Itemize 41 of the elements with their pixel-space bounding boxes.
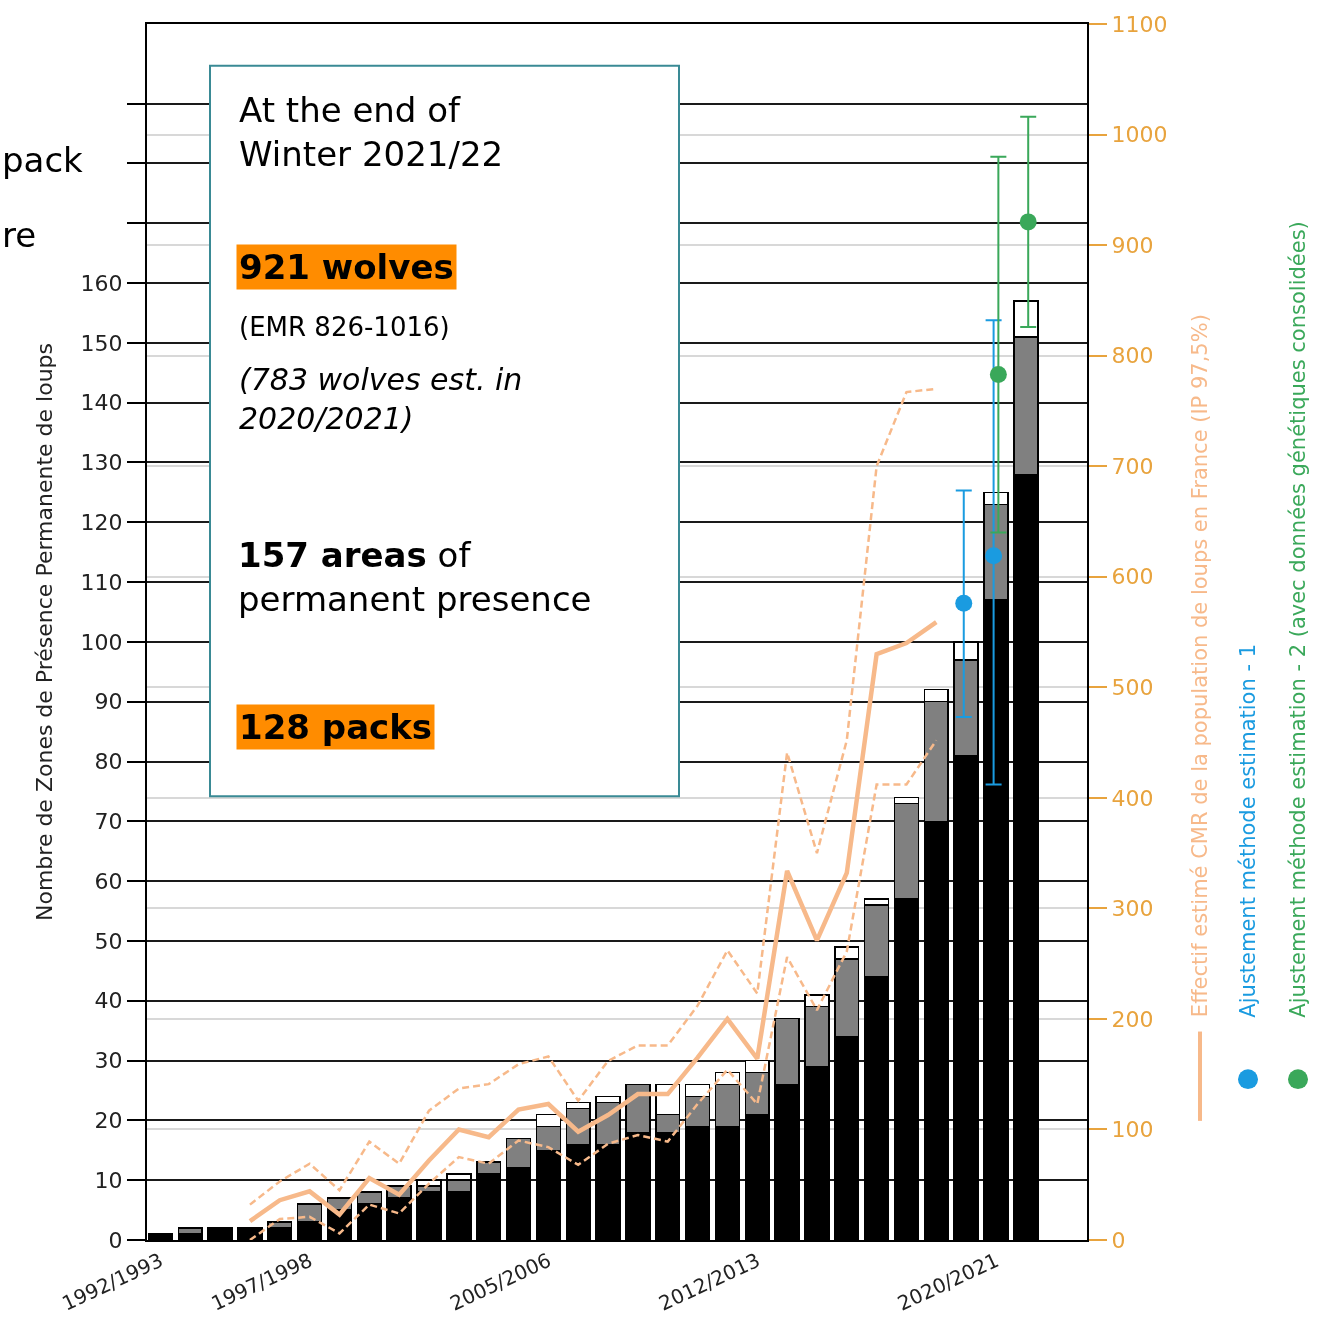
- y2-tick-label: 400: [1111, 785, 1154, 811]
- annotation: 128 packs: [239, 707, 433, 747]
- text: pack: [2, 140, 84, 180]
- annotation: (783 wolves est. in 2020/2021): [239, 362, 523, 436]
- y2-tick-label: 500: [1111, 674, 1154, 700]
- y-tick-label: 50: [94, 928, 123, 954]
- y2-tick-label: 1000: [1111, 122, 1168, 148]
- y-tick-label: 40: [94, 988, 123, 1014]
- y-tick-label: 60: [94, 868, 123, 894]
- y-tick-label: 150: [80, 330, 123, 356]
- y-tick-label: 0: [108, 1227, 123, 1253]
- y2-tick-label: 800: [1111, 343, 1154, 369]
- y2-tick-label: 300: [1111, 896, 1154, 922]
- text: Effectif estimé CMR de la population de loups en France (IP 97,5%): [1187, 314, 1212, 1018]
- y-tick-label: 110: [80, 569, 123, 595]
- y-tick-label: 160: [80, 270, 123, 296]
- annotation: 921 wolves: [239, 247, 454, 287]
- annotation: At the end of Winter 2021/22: [239, 90, 504, 175]
- y-axis-title: Nombre de Zones de Présence Permanente de loups: [31, 343, 57, 921]
- y-tick-label: 80: [94, 749, 123, 775]
- annotation: 157 areas: [238, 535, 427, 575]
- y-tick-label: 20: [94, 1108, 123, 1134]
- y-tick-label: 90: [94, 689, 123, 715]
- text: re: [2, 215, 37, 255]
- y-tick-label: 140: [80, 390, 123, 416]
- y2-tick-label: 200: [1111, 1006, 1154, 1032]
- y2-tick-label: 900: [1111, 232, 1154, 258]
- y-tick-label: 70: [94, 809, 123, 835]
- y2-tick-label: 700: [1111, 453, 1154, 479]
- y-tick-label: 120: [80, 509, 123, 535]
- y2-tick-label: 600: [1111, 564, 1154, 590]
- y2-tick-label: 0: [1111, 1227, 1126, 1253]
- y2-tick-label: 1100: [1111, 11, 1168, 37]
- annotation: (EMR 826-1016): [239, 312, 450, 342]
- y2-tick-label: 100: [1111, 1117, 1154, 1143]
- y-tick-label: 30: [94, 1048, 123, 1074]
- y-tick-label: 130: [80, 450, 123, 476]
- text: Ajustement méthode estimation - 1: [1236, 643, 1261, 1018]
- text: Ajustement méthode estimation - 2 (avec données génétiques consolidées): [1286, 221, 1311, 1018]
- y-tick-label: 10: [94, 1167, 123, 1193]
- y-tick-label: 100: [80, 629, 123, 655]
